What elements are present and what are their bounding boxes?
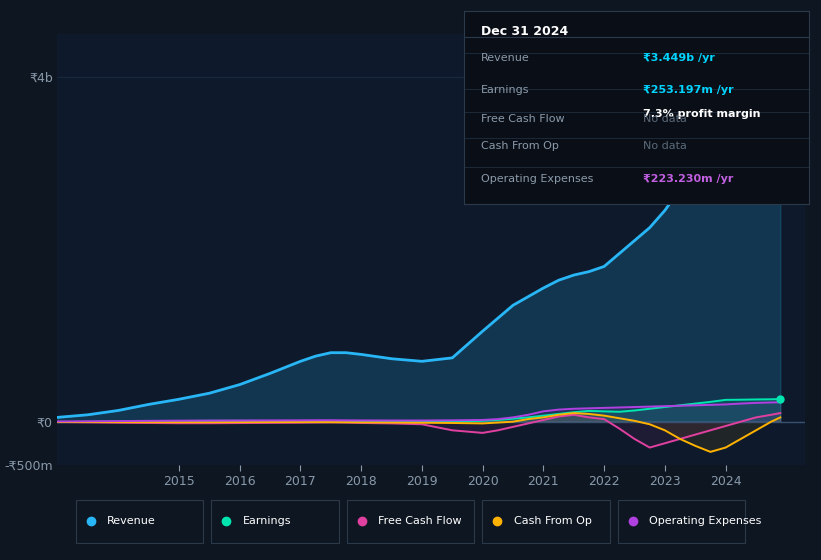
Text: ₹253.197m /yr: ₹253.197m /yr <box>643 86 734 95</box>
Text: 7.3% profit margin: 7.3% profit margin <box>643 109 761 119</box>
Text: ₹3.449b /yr: ₹3.449b /yr <box>643 53 715 63</box>
Text: Cash From Op: Cash From Op <box>481 142 559 151</box>
FancyBboxPatch shape <box>347 500 475 543</box>
Text: Revenue: Revenue <box>481 53 530 63</box>
Text: Dec 31 2024: Dec 31 2024 <box>481 25 568 38</box>
Text: Cash From Op: Cash From Op <box>514 516 591 526</box>
Text: Operating Expenses: Operating Expenses <box>649 516 761 526</box>
Text: No data: No data <box>643 114 687 124</box>
FancyBboxPatch shape <box>212 500 338 543</box>
FancyBboxPatch shape <box>76 500 203 543</box>
Text: No data: No data <box>643 142 687 151</box>
Text: Free Cash Flow: Free Cash Flow <box>481 114 565 124</box>
FancyBboxPatch shape <box>617 500 745 543</box>
Text: Free Cash Flow: Free Cash Flow <box>378 516 461 526</box>
Text: Revenue: Revenue <box>107 516 156 526</box>
Text: Earnings: Earnings <box>481 86 530 95</box>
Text: ₹223.230m /yr: ₹223.230m /yr <box>643 174 733 184</box>
Text: Operating Expenses: Operating Expenses <box>481 174 594 184</box>
FancyBboxPatch shape <box>482 500 609 543</box>
Text: Earnings: Earnings <box>242 516 291 526</box>
